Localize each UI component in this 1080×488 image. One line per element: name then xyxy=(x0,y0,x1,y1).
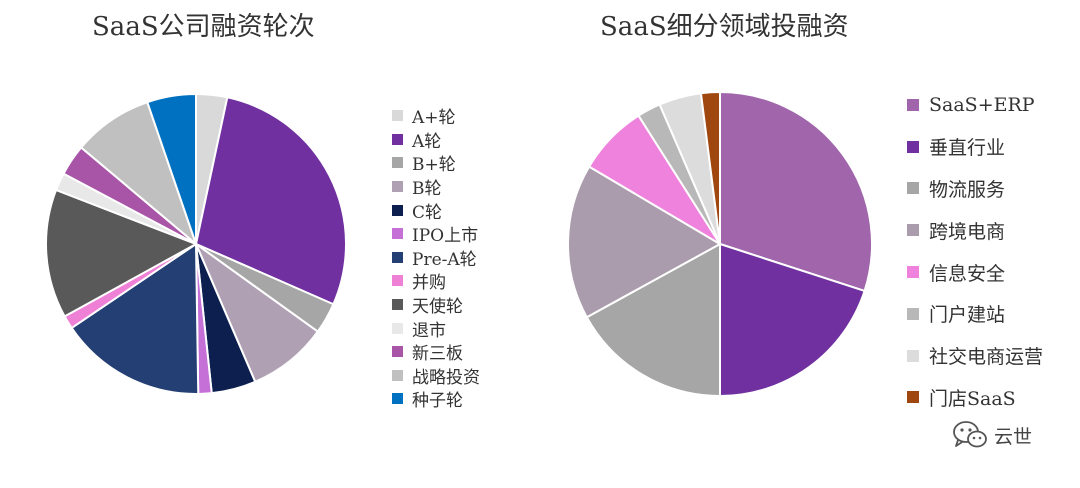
legend-label: 天使轮 xyxy=(412,297,463,318)
pie-slice-left-6 xyxy=(70,243,200,395)
legend-swatch xyxy=(907,349,919,362)
legend-label: 新三板 xyxy=(412,344,463,365)
legend-item: 门店SaaS xyxy=(907,377,1043,419)
legend-swatch xyxy=(392,204,403,216)
pie-slice-right-0 xyxy=(719,91,873,292)
legend-item: B+轮 xyxy=(392,151,480,175)
legend-item: 跨境电商 xyxy=(907,209,1043,251)
wechat-watermark: 云世 xyxy=(952,420,1032,450)
legend-label: 信息安全 xyxy=(929,262,1006,285)
legend-item: 门户建站 xyxy=(907,293,1043,335)
legend-label: 跨境电商 xyxy=(929,220,1006,243)
legend-swatch xyxy=(392,322,403,334)
legend-item: 退市 xyxy=(392,316,480,341)
pie-slice-left-12 xyxy=(146,93,197,245)
legend-label: B+轮 xyxy=(412,155,456,176)
legend-swatch xyxy=(392,133,403,145)
wechat-icon xyxy=(953,421,987,448)
legend-swatch xyxy=(907,391,919,404)
legend-swatch xyxy=(392,157,403,169)
legend-swatch xyxy=(907,98,919,111)
legend-label: 门店SaaS xyxy=(929,387,1016,410)
legend-swatch xyxy=(907,182,919,195)
legend-label: SaaS+ERP xyxy=(929,93,1035,116)
legend-label: Pre-A轮 xyxy=(412,249,477,270)
legend-left: A+轮 A轮 B+轮 B轮 C轮 IPO上市 Pre-A轮 并购天使轮 退市新三板 战略投资种子轮 xyxy=(392,104,480,411)
legend-item: A轮 xyxy=(392,128,480,152)
legend-swatch xyxy=(392,369,403,381)
pie-slice-right-2 xyxy=(585,243,721,397)
pie-slice-right-7 xyxy=(699,91,721,245)
legend-item: C轮 xyxy=(392,198,480,223)
legend-item: 新三板 xyxy=(392,340,480,364)
legend-item: B轮 xyxy=(392,175,480,199)
legend-label: 社交电商运营 xyxy=(929,346,1044,369)
legend-item: 战略投资 xyxy=(392,364,480,388)
legend-swatch xyxy=(392,299,403,311)
legend-swatch xyxy=(907,224,919,237)
legend-label: 门户建站 xyxy=(929,304,1006,327)
legend-swatch xyxy=(392,228,403,240)
legend-label: A轮 xyxy=(412,131,442,152)
legend-swatch xyxy=(392,393,403,405)
legend-label: IPO上市 xyxy=(412,226,479,247)
legend-swatch xyxy=(392,181,403,193)
watermark-text: 云世 xyxy=(994,425,1033,448)
legend-item: A+轮 xyxy=(392,104,480,128)
legend-item: 并购 xyxy=(392,269,480,293)
legend-item: 信息安全 xyxy=(907,251,1043,293)
legend-label: 战略投资 xyxy=(412,367,480,388)
legend-item: SaaS+ERP xyxy=(907,84,1043,126)
pie-chart-segments xyxy=(567,91,873,397)
legend-swatch xyxy=(392,110,403,122)
legend-swatch xyxy=(392,346,403,358)
pie-slice-left-8 xyxy=(45,189,197,318)
legend-label: 退市 xyxy=(412,320,446,341)
legend-label: 物流服务 xyxy=(929,178,1006,201)
legend-label: 并购 xyxy=(412,273,446,294)
legend-label: A+轮 xyxy=(412,108,456,129)
legend-swatch xyxy=(392,275,403,287)
legend-item: Pre-A轮 xyxy=(392,246,480,270)
legend-label: B轮 xyxy=(412,179,442,200)
pie-slice-right-1 xyxy=(719,243,866,397)
pie-chart-funding-rounds xyxy=(45,93,347,395)
legend-item: 物流服务 xyxy=(907,168,1043,210)
legend-item: 垂直行业 xyxy=(907,126,1043,168)
legend-swatch xyxy=(907,307,919,320)
pie-slice-right-3 xyxy=(567,165,721,319)
legend-label: 种子轮 xyxy=(412,391,463,412)
legend-item: 社交电商运营 xyxy=(907,335,1043,377)
legend-item: 种子轮 xyxy=(392,387,480,411)
chart-title-right: SaaS细分领域投融资 xyxy=(600,12,849,42)
chart-title-left: SaaS公司融资轮次 xyxy=(92,12,315,42)
legend-item: 天使轮 xyxy=(392,293,480,317)
pie-slice-left-1 xyxy=(195,96,347,306)
legend-label: 垂直行业 xyxy=(929,137,1006,160)
legend-item: IPO上市 xyxy=(392,222,480,246)
legend-right: SaaS+ERP 垂直行业物流服务跨境电商信息安全门户建站社交电商运营 门店SaaS xyxy=(907,84,1043,418)
legend-label: C轮 xyxy=(412,202,443,223)
legend-swatch xyxy=(392,251,403,263)
legend-swatch xyxy=(907,140,919,153)
legend-swatch xyxy=(907,266,919,279)
